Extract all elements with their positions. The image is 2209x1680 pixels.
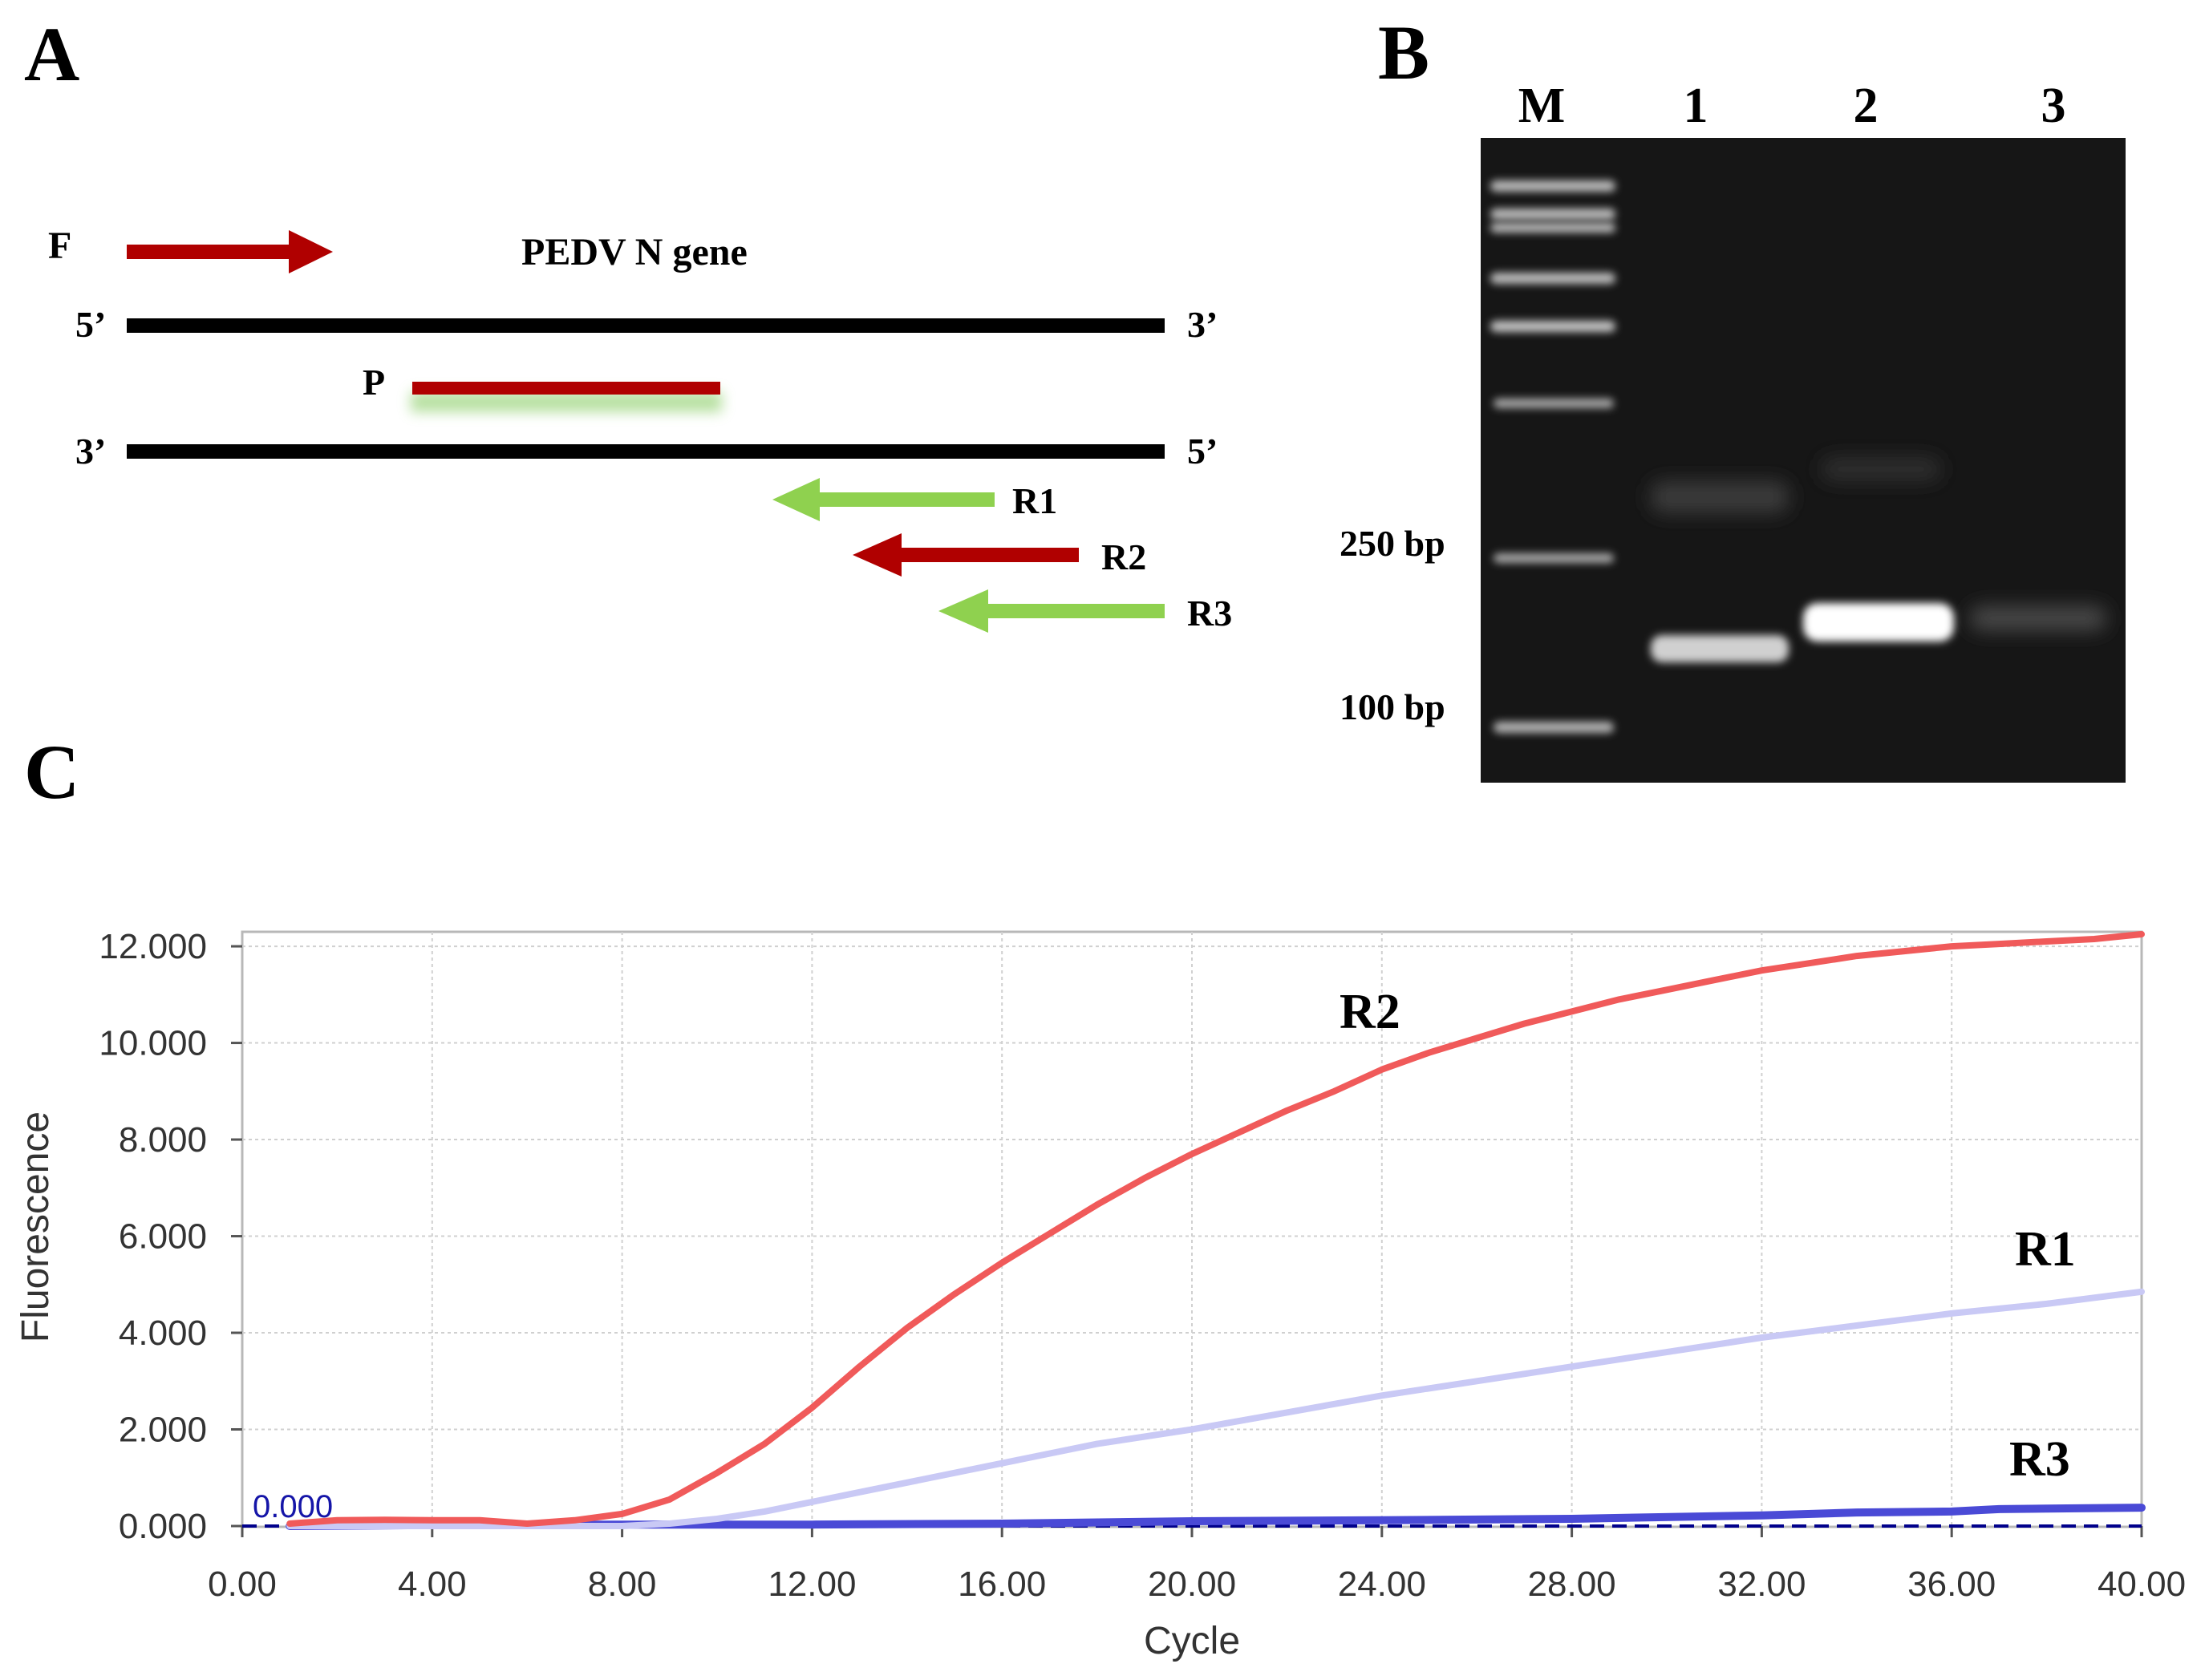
- y-tick-label: 2.000: [119, 1411, 207, 1450]
- bottom-strand-left-label: 3’: [75, 431, 106, 472]
- x-tick-label: 32.00: [1717, 1565, 1806, 1604]
- forward-primer-arrow: [127, 230, 333, 273]
- lane-2-smear: [1821, 457, 1941, 481]
- x-tick-label: 36.00: [1907, 1565, 1996, 1604]
- series: [286, 931, 2146, 1530]
- x-axis-title: Cycle: [1144, 1620, 1240, 1662]
- marker-100bp-label: 100 bp: [1340, 686, 1445, 727]
- lane-1-smear: [1651, 481, 1789, 513]
- x-tick-label: 8.00: [588, 1565, 657, 1604]
- bottom-strand-right-label: 5’: [1187, 431, 1218, 472]
- x-tick-label: 16.00: [958, 1565, 1046, 1604]
- panel-b-label: B: [1378, 10, 1429, 95]
- r3-primer-arrow: [938, 589, 1165, 633]
- panel-a: A F PEDV N gene 5’ 3’ P 3’ 5’ R1 R2: [24, 11, 1232, 634]
- marker-ladder: [1490, 180, 1615, 733]
- r1-primer-label: R1: [1012, 480, 1057, 521]
- lane-label-2: 2: [1854, 79, 1879, 133]
- r2-primer-arrow: [853, 533, 1079, 577]
- r1-primer-arrow: [772, 478, 995, 521]
- gel-image: [1481, 138, 2126, 783]
- x-tick-label: 0.00: [208, 1565, 277, 1604]
- lane-label-m: M: [1518, 79, 1566, 133]
- marker-250bp-label: 250 bp: [1340, 523, 1445, 564]
- x-tick-label: 4.00: [398, 1565, 467, 1604]
- axis-ticks: 0.00 4.00 8.00 12.00 16.00 20.00 24.00 28.00 32.…: [99, 927, 2186, 1604]
- panel-c-label: C: [24, 729, 79, 815]
- series-label-r2: R2: [1340, 985, 1400, 1039]
- lane-3-band: [1970, 606, 2106, 630]
- y-tick-label: 12.000: [99, 927, 207, 966]
- y-axis-title: Fluorescence: [14, 1111, 57, 1342]
- gene-label: PEDV N gene: [521, 231, 748, 273]
- lane-2-band: [1803, 603, 1954, 642]
- panel-b: B M 1 2 3 250 bp 100 bp: [1340, 10, 2126, 783]
- y-tick-label: 6.000: [119, 1217, 207, 1257]
- series-line-r2: [286, 931, 2145, 1527]
- y-tick-label: 4.000: [119, 1314, 207, 1353]
- lane-label-3: 3: [2041, 79, 2066, 133]
- lane-label-1: 1: [1684, 79, 1708, 133]
- x-tick-label: 12.00: [768, 1565, 856, 1604]
- x-tick-label: 24.00: [1338, 1565, 1426, 1604]
- y-tick-label: 0.000: [119, 1507, 207, 1546]
- x-tick-label: 40.00: [2098, 1565, 2186, 1604]
- series-line-r1: [286, 1288, 2145, 1529]
- r2-primer-label: R2: [1101, 536, 1146, 577]
- y-tick-label: 8.000: [119, 1120, 207, 1160]
- r3-primer-label: R3: [1187, 593, 1232, 634]
- series-label-r3: R3: [2009, 1432, 2070, 1487]
- forward-primer-label: F: [48, 225, 71, 267]
- x-tick-label: 28.00: [1528, 1565, 1616, 1604]
- series-label-r1: R1: [2015, 1222, 2076, 1277]
- x-tick-label: 20.00: [1148, 1565, 1236, 1604]
- probe-glow: [411, 391, 722, 412]
- top-strand-left-label: 5’: [75, 304, 106, 345]
- lane-1-band: [1651, 635, 1789, 662]
- top-strand-right-label: 3’: [1187, 304, 1218, 345]
- y-tick-label: 10.000: [99, 1024, 207, 1063]
- panel-c: C 0.00 4.00 8.00 12.00 16.00 20.00 24.00 28.00 3…: [14, 729, 2186, 1662]
- probe-label: P: [363, 362, 385, 403]
- panel-a-label: A: [24, 11, 79, 97]
